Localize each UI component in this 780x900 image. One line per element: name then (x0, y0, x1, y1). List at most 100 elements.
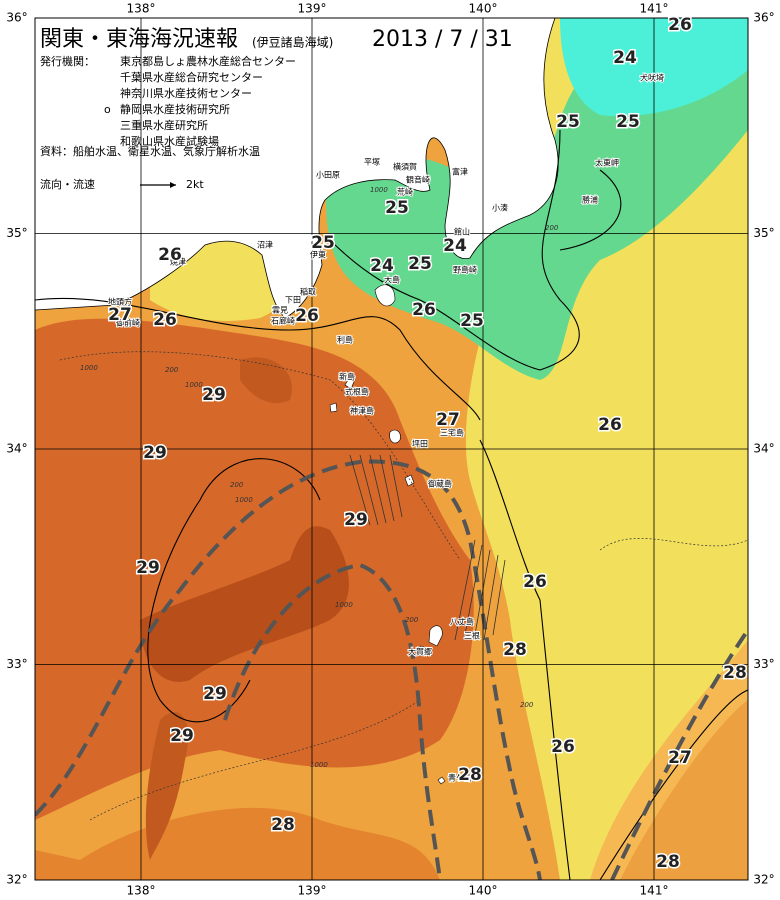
temperature-label: 26 (158, 245, 182, 265)
flow-legend-label: 流向・流速 (40, 177, 95, 191)
longitude-label: 141° (640, 2, 669, 16)
temperature-labels: 26 24 25 25 25 25 24 24 25 26 27 26 26 26 25 29 27 26 29 29… (107, 14, 749, 874)
temperature-label: 29 (143, 443, 167, 463)
flow-legend-scale: 2kt (186, 178, 204, 191)
place-name: 石廊崎 (271, 316, 295, 326)
temperature-label: 24 (370, 256, 394, 276)
longitude-label: 140° (469, 884, 498, 898)
place-name: 利島 (337, 335, 353, 345)
depth-label: 1000 (370, 186, 388, 194)
latitude-label: 36° (6, 11, 27, 25)
temperature-label: 27 (108, 305, 132, 325)
depth-label: 200 (405, 616, 419, 624)
temperature-label: 29 (170, 726, 194, 746)
issuer: 千葉県水産総合研究センター (120, 70, 263, 84)
latitude-label: 34° (753, 442, 774, 456)
header: 関東・東海海況速報 (伊豆諸島海域) 2013 / 7 / 31 発行機関： o… (40, 27, 513, 191)
temperature-label: 28 (503, 640, 527, 660)
place-name: 地頭方 (108, 297, 132, 307)
temperature-label: 25 (616, 112, 640, 132)
place-name: 伊東 (310, 250, 326, 260)
issuers-label: 発行機関： (40, 54, 95, 68)
place-name: 太東岬 (595, 158, 619, 168)
place-name: 稲取 (300, 287, 316, 297)
temperature-label: 25 (556, 112, 580, 132)
temperature-label: 26 (598, 415, 622, 435)
temperature-label: 25 (408, 254, 432, 274)
place-name: 館山 (454, 227, 470, 237)
depth-label: 1000 (185, 381, 203, 389)
place-name: 御蔵島 (428, 479, 452, 489)
place-name: 八丈島 (450, 617, 474, 627)
flow-arrows (349, 454, 506, 641)
place-name: 神津島 (350, 406, 374, 416)
place-name: 新島 (339, 372, 355, 382)
place-names: 犬吠埼 太東岬 勝浦 小湊 館山 野島崎 富津 観音崎 横須賀 荒崎 平塚 小田… (107, 72, 665, 784)
depth-label: 200 (230, 481, 244, 489)
temperature-label: 26 (153, 310, 177, 330)
place-name: 野島崎 (453, 265, 477, 275)
flow-legend-arrowhead (170, 182, 176, 188)
temperature-label: 29 (202, 385, 226, 405)
place-name: 三根 (464, 631, 480, 641)
temperature-label: 28 (656, 852, 680, 872)
temperature-label: 28 (723, 663, 747, 683)
latitude-label: 33° (753, 657, 774, 671)
subtitle: (伊豆諸島海域) (252, 35, 333, 50)
temperature-label: 29 (203, 684, 227, 704)
place-name: 大賀郷 (408, 647, 432, 657)
depth-label: 200 (165, 366, 179, 374)
temperature-label: 26 (551, 737, 575, 757)
depth-label: 200 (520, 701, 534, 709)
temperature-label: 27 (436, 410, 460, 430)
temperature-label: 24 (443, 236, 467, 256)
place-name: 下田 (285, 296, 301, 305)
temperature-label: 27 (668, 748, 692, 768)
depth-label: 200 (545, 224, 559, 232)
temperature-label: 25 (385, 198, 409, 218)
latitude-label: 33° (6, 657, 27, 671)
latitude-label: 32° (753, 873, 774, 887)
depth-label: 1000 (235, 496, 253, 504)
depth-label: 1000 (335, 601, 353, 609)
issuer: 神奈川県水産技術センター (120, 86, 252, 100)
map-frame (34, 17, 749, 881)
title: 関東・東海海況速報 (40, 27, 238, 52)
latitude-label: 36° (753, 11, 774, 25)
place-name: 坪田 (412, 440, 428, 449)
temperature-label: 29 (136, 558, 160, 578)
longitude-label: 138° (127, 884, 156, 898)
temperature-label: 26 (412, 300, 436, 320)
date: 2013 / 7 / 31 (372, 27, 513, 52)
place-name: 焼津 (170, 257, 186, 267)
temperature-label: 26 (668, 15, 692, 35)
place-name: 横須賀 (393, 162, 417, 172)
place-name: 勝浦 (582, 195, 598, 205)
longitude-label: 140° (469, 2, 498, 16)
temperature-label: 25 (460, 311, 484, 331)
place-name: 式根島 (345, 387, 369, 397)
sources: 資料：船舶水温、衛星水温、気象庁解析水温 (40, 144, 260, 158)
place-name: 雲見 (272, 306, 288, 315)
place-name: 青ケ島 (448, 773, 472, 783)
place-name: 三宅島 (440, 428, 464, 438)
issuers-list: 東京都島しょ農林水産総合センター千葉県水産総合研究センター神奈川県水産技術センタ… (120, 54, 296, 148)
place-name: 沼津 (257, 240, 273, 250)
temperature-label: 26 (523, 572, 547, 592)
temperature-label: 28 (271, 815, 295, 835)
temperature-label: 29 (344, 510, 368, 530)
place-name: 犬吠埼 (640, 73, 664, 83)
latitude-label: 32° (6, 873, 27, 887)
depth-label: 1000 (80, 364, 98, 372)
temperature-label: 28 (458, 765, 482, 785)
issuer-marker: o (104, 103, 111, 116)
place-name: 富津 (452, 167, 468, 177)
latitude-label: 34° (6, 442, 27, 456)
longitude-label: 139° (298, 884, 327, 898)
longitude-label: 141° (640, 884, 669, 898)
place-name: 荒崎 (397, 187, 413, 197)
issuer: 和歌山県水産試験場 (120, 134, 219, 148)
depth-labels: 1000 200 1000 200 1000 200 1000 1000 200… (80, 186, 559, 769)
place-name: 御前崎 (116, 318, 140, 328)
